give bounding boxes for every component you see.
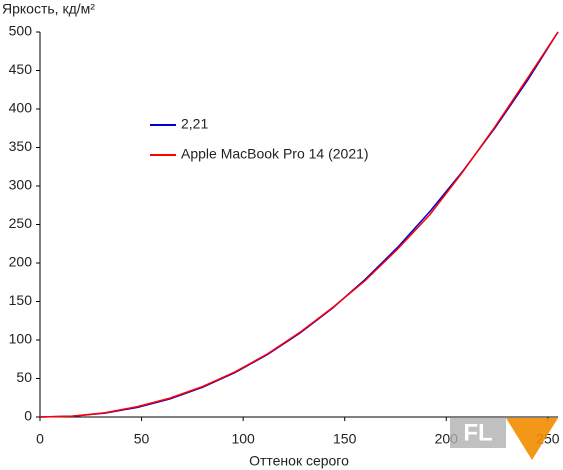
y-axis-label: Яркость, кд/м² xyxy=(2,1,95,17)
y-tick-label: 150 xyxy=(9,292,33,308)
y-tick-label: 200 xyxy=(9,254,33,270)
watermark: FL xyxy=(463,419,492,446)
y-tick-label: 400 xyxy=(9,100,33,116)
x-axis-label: Оттенок серого xyxy=(249,453,349,469)
x-tick-label: 50 xyxy=(134,431,150,447)
y-tick-label: 0 xyxy=(24,408,32,424)
data-line xyxy=(39,31,559,418)
legend-label: 2,21 xyxy=(181,116,208,132)
y-tick-label: 50 xyxy=(16,369,32,385)
data-line xyxy=(39,31,559,418)
x-tick-label: 100 xyxy=(231,431,255,447)
legend-label: Apple MacBook Pro 14 (2021) xyxy=(181,146,369,162)
y-tick-label: 100 xyxy=(9,331,33,347)
y-tick-label: 350 xyxy=(9,138,33,154)
watermark-bg xyxy=(450,418,506,448)
watermark-logo xyxy=(506,418,558,460)
y-tick-label: 300 xyxy=(9,177,33,193)
y-tick-label: 450 xyxy=(9,61,33,77)
x-tick-label: 150 xyxy=(333,431,357,447)
x-tick-label: 0 xyxy=(36,431,44,447)
y-tick-label: 500 xyxy=(9,23,33,39)
y-tick-label: 250 xyxy=(9,215,33,231)
